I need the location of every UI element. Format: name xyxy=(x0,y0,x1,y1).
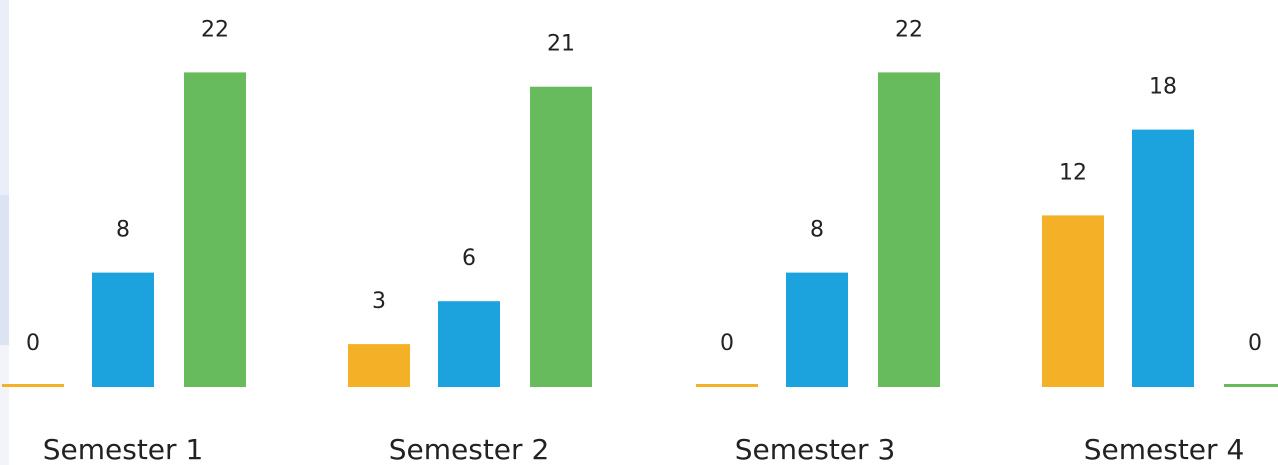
bar-value-label: 12 xyxy=(1059,160,1087,185)
bar-value-label: 0 xyxy=(720,331,734,356)
bar-4-2 xyxy=(1132,129,1194,387)
bar-3-1 xyxy=(696,384,758,387)
bar-value-label: 0 xyxy=(1248,331,1262,356)
bar-2-2 xyxy=(438,301,500,387)
bar-value-label: 21 xyxy=(547,32,575,57)
bar-1-2 xyxy=(92,272,154,387)
category-label: Semester 1 xyxy=(43,433,204,465)
bar-value-label: 6 xyxy=(462,246,476,271)
bar-3-2 xyxy=(786,272,848,387)
category-label: Semester 4 xyxy=(1084,433,1245,465)
edge-strip-top xyxy=(0,0,9,195)
bar-4-1 xyxy=(1042,215,1104,387)
bar-3-3 xyxy=(878,72,940,388)
bar-1-1 xyxy=(2,384,64,387)
bar-value-label: 8 xyxy=(116,218,130,243)
edge-strip-middle xyxy=(0,195,9,345)
bar-value-label: 22 xyxy=(201,17,229,42)
category-label: Semester 2 xyxy=(389,433,550,465)
bar-value-label: 8 xyxy=(810,218,824,243)
category-label: Semester 3 xyxy=(735,433,896,465)
edge-strip-bottom xyxy=(0,345,9,465)
bar-4-3 xyxy=(1224,384,1278,387)
bar-2-3 xyxy=(530,86,592,387)
bar-1-3 xyxy=(184,72,246,388)
bar-2-1 xyxy=(348,344,410,387)
bar-value-label: 18 xyxy=(1149,75,1177,100)
bar-value-label: 0 xyxy=(26,331,40,356)
bar-value-label: 3 xyxy=(372,289,386,314)
bar-value-label: 22 xyxy=(895,17,923,42)
